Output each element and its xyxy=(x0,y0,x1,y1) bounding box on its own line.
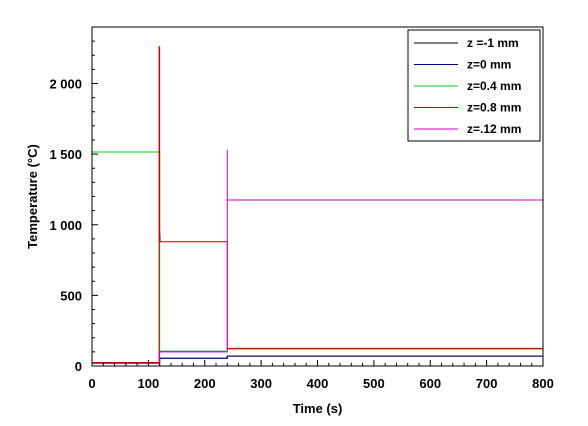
x-axis-title: Time (s) xyxy=(293,401,343,416)
x-tick-label: 200 xyxy=(194,376,216,391)
ticks-layer: 0 100 200 300 400 500 600 700 800 0 500 1 000 1 500 2… xyxy=(49,26,554,391)
x-tick-label: 800 xyxy=(532,376,554,391)
x-tick-label: 600 xyxy=(419,376,441,391)
x-tick-label: 0 xyxy=(88,376,95,391)
y-tick-label: 500 xyxy=(60,288,82,303)
x-tick-label: 100 xyxy=(138,376,160,391)
x-tick-label: 500 xyxy=(363,376,385,391)
legend-label: z=0.8 mm xyxy=(467,101,521,115)
y-tick-label: 0 xyxy=(75,359,82,374)
y-tick-label: 2 000 xyxy=(49,77,82,92)
legend-label: z =-1 mm xyxy=(467,36,519,50)
legend-label: z=0 mm xyxy=(467,58,511,72)
series-line-2 xyxy=(92,151,543,352)
y-tick-label: 1 000 xyxy=(49,218,82,233)
legend-label: z=0.4 mm xyxy=(467,79,521,93)
legend-label: z=.12 mm xyxy=(467,122,521,136)
y-tick-label: 1 500 xyxy=(49,147,82,162)
legend: z =-1 mm z=0 mm z=0.4 mm z=0.8 mm z=.12 mm xyxy=(407,29,541,142)
y-axis-title: Temperature (°C) xyxy=(25,144,40,249)
x-tick-label: 700 xyxy=(476,376,498,391)
x-tick-label: 300 xyxy=(250,376,272,391)
x-tick-label: 400 xyxy=(307,376,329,391)
